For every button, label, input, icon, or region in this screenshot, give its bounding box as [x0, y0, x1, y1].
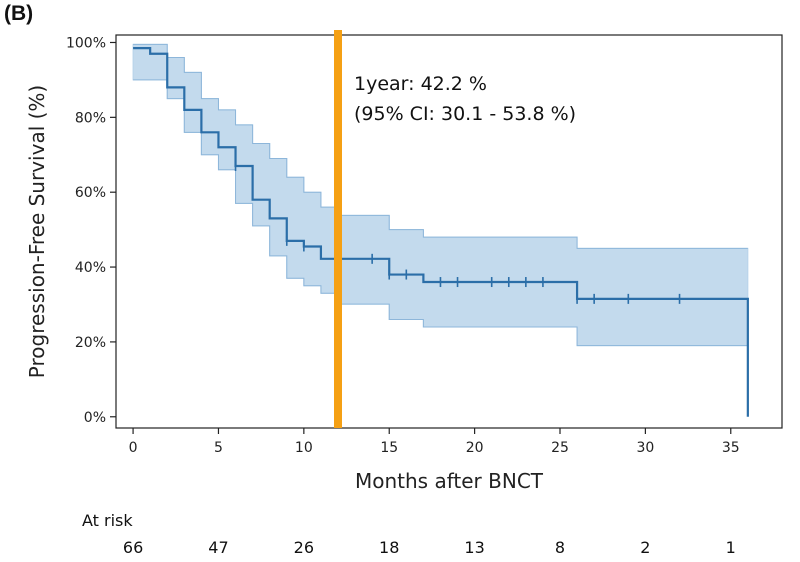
x-tick-label: 25	[551, 440, 569, 456]
y-tick-label: 80%	[75, 110, 106, 126]
at-risk-count: 8	[555, 538, 565, 557]
y-tick-label: 60%	[75, 185, 106, 201]
x-tick-label: 5	[214, 440, 223, 456]
x-tick-label: 0	[129, 440, 138, 456]
ci-lower-edge	[133, 79, 748, 347]
ci-upper-edge	[133, 43, 748, 249]
y-tick-label: 100%	[66, 35, 106, 51]
at-risk-count: 66	[123, 538, 143, 557]
y-tick-label: 40%	[75, 260, 106, 276]
x-tick-label: 10	[295, 440, 313, 456]
x-tick-label: 35	[722, 440, 740, 456]
annotation-line1: 1year: 42.2 %	[354, 73, 487, 95]
x-tick-label: 20	[466, 440, 484, 456]
at-risk-count: 47	[208, 538, 228, 557]
y-tick-label: 0%	[84, 410, 106, 426]
one-year-marker-line	[334, 30, 342, 428]
at-risk-counts: 66 47 26 18 13 8 2 1	[123, 538, 736, 557]
at-risk-count: 18	[379, 538, 399, 557]
x-axis-title: Months after BNCT	[355, 469, 544, 493]
y-axis-title: Progression-Free Survival (%)	[25, 85, 49, 378]
at-risk-count: 26	[294, 538, 314, 557]
censor-marks	[234, 161, 681, 304]
x-axis-ticks: 0 5 10 15 20 25 30 35	[129, 428, 740, 456]
survival-curve	[133, 46, 749, 417]
curve-layer	[133, 46, 749, 417]
at-risk-label: At risk	[82, 511, 133, 530]
y-tick-label: 20%	[75, 335, 106, 351]
plot-frame	[115, 34, 783, 429]
panel-label: (B)	[4, 2, 34, 25]
at-risk-count: 1	[726, 538, 736, 557]
x-tick-label: 15	[380, 440, 398, 456]
annotation-line2: (95% CI: 30.1 - 53.8 %)	[354, 103, 576, 125]
at-risk-count: 2	[640, 538, 650, 557]
x-tick-label: 30	[636, 440, 654, 456]
at-risk-count: 13	[464, 538, 484, 557]
y-axis-ticks: 0% 20% 40% 60% 80% 100%	[66, 35, 116, 426]
